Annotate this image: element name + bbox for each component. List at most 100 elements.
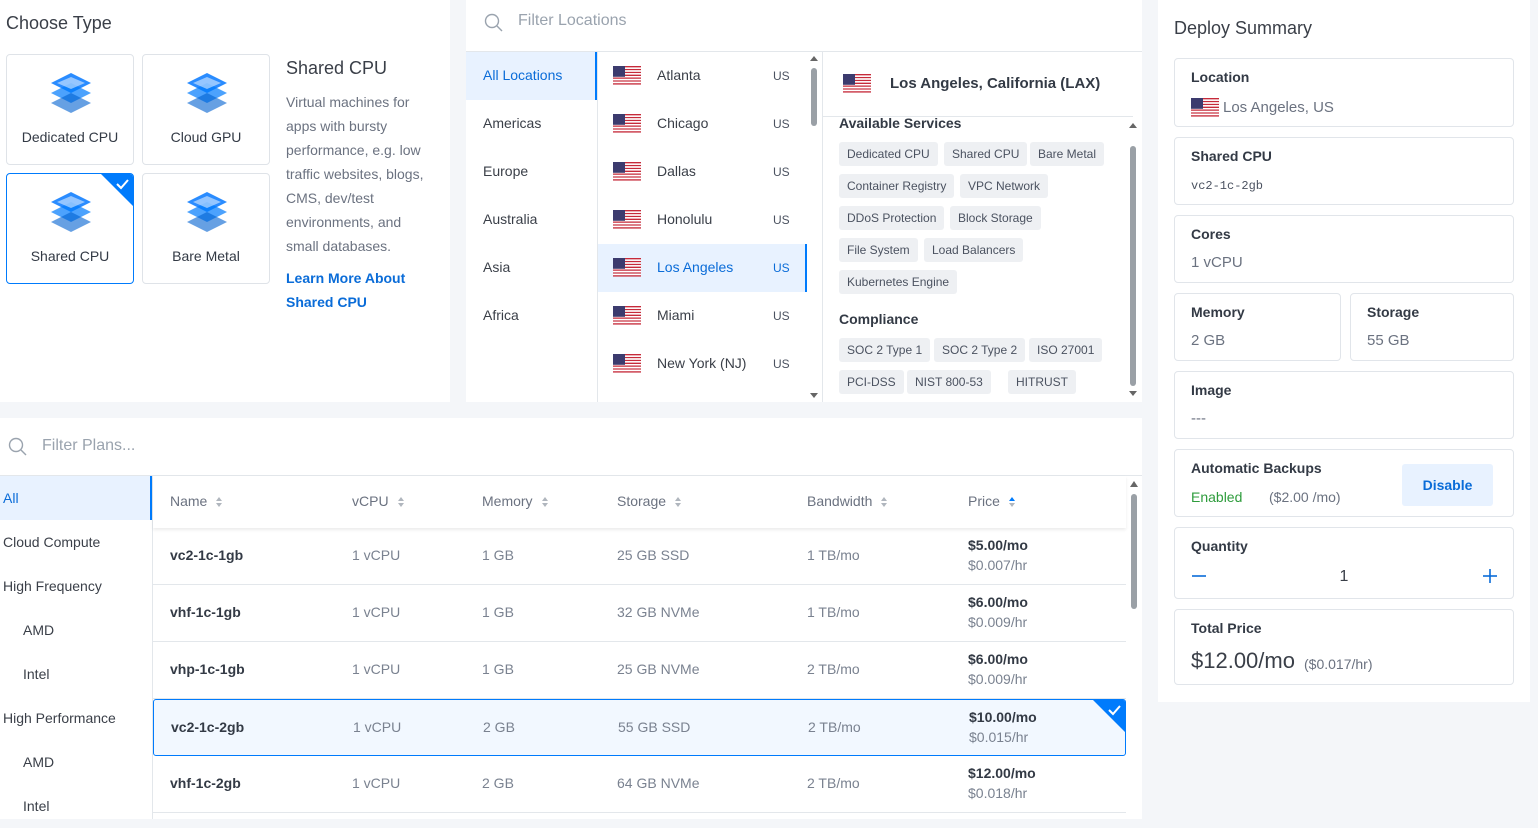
location-title: Los Angeles, California (LAX) [890,75,1101,92]
column-header[interactable]: Name [170,493,223,509]
city-row[interactable]: Honolulu US [598,196,807,244]
region-tab[interactable]: Americas [466,100,597,148]
type-option[interactable]: Cloud GPU [142,54,270,165]
city-row[interactable]: Miami US [598,292,807,340]
region-tab[interactable]: Asia [466,244,597,292]
plan-bandwidth: 2 TB/mo [808,719,861,735]
compliance-chip: ISO 27001 [1029,338,1103,362]
increment-button[interactable] [1482,568,1498,584]
card-label: Image [1191,382,1232,398]
plan-row[interactable]: vc2-1c-2gb 1 vCPU 2 GB 55 GB SSD 2 TB/mo $10.… [153,699,1126,756]
city-row[interactable]: Los Angeles US [598,244,807,292]
region-tab[interactable]: Africa [466,292,597,340]
card-value: 2 GB [1191,332,1226,349]
plan-category[interactable]: High Frequency [0,564,152,608]
summary-panel: Deploy Summary Location Los Angeles, US Sha… [1158,0,1530,702]
summary-card: Shared CPU vc2-1c-2gb [1174,137,1514,205]
us-flag [613,258,641,277]
card-value: Los Angeles, US [1223,99,1334,116]
region-tab[interactable]: Australia [466,196,597,244]
column-header[interactable]: Bandwidth [807,493,888,509]
category-label: AMD [23,754,55,770]
total-price: $12.00/mo [1191,648,1295,673]
selected-check [1093,700,1125,732]
type-title: Shared CPU [286,58,388,78]
plan-hourly: $0.018/hr [968,785,1028,801]
plan-subcategory[interactable]: Intel [0,652,152,696]
type-option[interactable]: Dedicated CPU [6,54,134,165]
compliance-chip: SOC 2 Type 1 [839,338,931,362]
plan-subcategory[interactable]: AMD [0,740,152,784]
column-label: Price [968,493,1000,509]
plan-row[interactable]: vhf-1c-2gb 1 vCPU 2 GB 64 GB NVMe 2 TB/mo $12… [153,756,1126,813]
type-option[interactable]: Shared CPU [6,173,134,284]
plans-panel: Filter Plans... All Cloud Compute High Freq… [0,418,1142,819]
service-chip: Shared CPU [944,142,1028,166]
city-row[interactable]: New York (NJ) US [598,340,807,388]
plan-category[interactable]: High Performance [0,696,152,740]
scrollbar-thumb [1130,146,1136,386]
city-country: US [773,261,790,275]
scroll-arrows [1129,123,1137,396]
city-name: Dallas [657,163,696,179]
column-header[interactable]: Storage [617,493,682,509]
column-label: vCPU [352,493,389,509]
plan-subcategory[interactable]: Intel [0,784,152,828]
card-label: Cores [1191,226,1231,242]
type-icon [51,192,91,232]
card-value: 1 vCPU [1191,254,1243,271]
disable-button[interactable]: Disable [1402,464,1493,506]
city-country: US [773,117,790,131]
column-header[interactable]: vCPU [352,493,405,509]
plan-row[interactable]: vhp-1c-1gb 1 vCPU 1 GB 25 GB NVMe 2 TB/mo $6.… [153,642,1126,699]
summary-card: Memory 2 GB [1174,293,1341,361]
type-description: Virtual machines for apps with bursty pe… [286,94,424,254]
column-label: Memory [482,493,533,509]
city-country: US [773,165,790,179]
plan-filter[interactable]: Filter Plans... [42,437,136,454]
service-chip: Container Registry [839,174,955,198]
plan-name: vhf-1c-1gb [170,604,241,620]
compliance-heading: Compliance [839,311,919,327]
region-label: Americas [483,115,542,131]
decrement-button[interactable] [1191,568,1207,584]
region-label: All Locations [483,67,563,83]
plan-name: vc2-1c-2gb [171,719,245,735]
summary-card: Image --- [1174,371,1514,439]
total-hourly: ($0.017/hr) [1304,656,1373,672]
city-row[interactable]: Atlanta US [598,52,807,100]
plan-category[interactable]: All [0,476,152,520]
plan-vcpu: 1 vCPU [352,547,401,563]
scrollbar-thumb [1131,494,1137,609]
plan-subcategory[interactable]: AMD [0,608,152,652]
type-option[interactable]: Bare Metal [142,173,270,284]
plan-storage: 55 GB SSD [618,719,691,735]
summary-card: Automatic Backups Enabled ($2.00 /mo) Disab… [1174,449,1514,517]
plan-bandwidth: 2 TB/mo [807,775,860,791]
location-filter[interactable]: Filter Locations [518,12,627,29]
backup-status: Enabled [1191,489,1243,505]
plan-memory: 1 GB [482,547,514,563]
us-flag [613,162,641,181]
services-heading: Available Services [839,115,962,131]
divider [0,475,1142,476]
city-row[interactable]: Dallas US [598,148,807,196]
column-header[interactable]: Price [968,493,1016,509]
plan-row[interactable]: vc2-1c-1gb 1 vCPU 1 GB 25 GB SSD 1 TB/mo $5.0… [153,528,1126,585]
plan-row[interactable]: vhf-1c-1gb 1 vCPU 1 GB 32 GB NVMe 1 TB/mo $6.… [153,585,1126,642]
plan-memory: 2 GB [482,775,514,791]
learn-more-link[interactable]: Learn More About Shared CPU [286,270,406,310]
us-flag [613,210,641,229]
region-tab[interactable]: All Locations [466,52,597,100]
card-value: 55 GB [1367,332,1410,349]
city-row[interactable]: Chicago US [598,100,807,148]
plan-hourly: $0.009/hr [968,614,1028,630]
us-flag [613,114,641,133]
column-header[interactable]: Memory [482,493,549,509]
plan-category[interactable]: Cloud Compute [0,520,152,564]
card-value: vc2-1c-2gb [1191,179,1264,193]
service-chip: Bare Metal [1030,142,1105,166]
service-chip: Block Storage [950,206,1041,230]
region-tab[interactable]: Europe [466,148,597,196]
